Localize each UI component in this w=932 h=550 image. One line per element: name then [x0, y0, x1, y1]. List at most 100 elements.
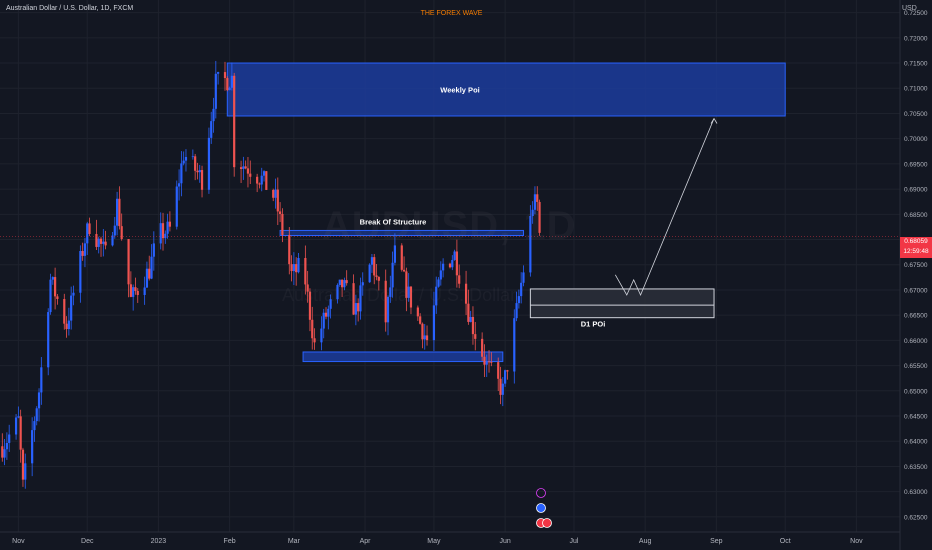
d1-poi-zone	[529, 288, 715, 319]
candle-body	[132, 287, 135, 297]
candle-body	[136, 290, 139, 295]
candle-body	[72, 292, 75, 296]
candle-body	[83, 243, 87, 256]
y-tick-label: 0.70000	[904, 136, 928, 143]
candle-body	[499, 378, 502, 395]
x-tick-label: Aug	[639, 538, 652, 545]
candle-body	[419, 316, 422, 324]
candle-body	[432, 305, 436, 341]
y-tick-label: 0.69000	[904, 187, 928, 194]
candle-body	[384, 280, 387, 323]
event-icon	[536, 503, 546, 513]
demand-zone	[302, 351, 504, 363]
candle-body	[244, 166, 247, 169]
y-tick-label: 0.63000	[904, 489, 928, 496]
candle-body	[228, 87, 231, 91]
candle-body	[95, 233, 98, 247]
candle-body	[391, 262, 394, 288]
candle-body	[40, 367, 43, 393]
candle-body	[389, 287, 392, 297]
candle-body	[513, 318, 516, 372]
weekly-poi-zone	[226, 62, 786, 117]
candle-body	[471, 316, 475, 335]
y-tick-label: 0.66500	[904, 313, 928, 320]
candle-body	[1, 446, 4, 458]
candle-body	[506, 370, 509, 372]
projection-path	[614, 118, 715, 296]
candle-body	[150, 256, 153, 279]
break-of-structure-zone	[279, 229, 524, 236]
candle-body	[448, 263, 452, 268]
candle-body	[86, 223, 89, 244]
candle-body	[196, 170, 199, 173]
candle-body	[402, 269, 406, 272]
candle-body	[416, 307, 419, 317]
y-tick-label: 0.69500	[904, 161, 928, 168]
x-tick-label: Dec	[81, 538, 94, 545]
candle-body	[536, 194, 539, 202]
candle-body	[104, 241, 107, 246]
watermark-name: Australian Dollar / U.S. Dollar	[282, 285, 517, 305]
candle-body	[501, 383, 504, 395]
candle-body	[375, 275, 378, 277]
candle-body	[531, 209, 534, 217]
candle-body	[260, 175, 263, 185]
candle-body	[483, 356, 486, 365]
candle-body	[134, 287, 137, 291]
candle-body	[439, 270, 442, 280]
candle-body	[442, 263, 445, 271]
candle-body	[182, 160, 185, 164]
y-tick-label: 0.62500	[904, 514, 928, 521]
candle-body	[214, 73, 217, 109]
candle-body	[31, 430, 34, 464]
candle-body	[345, 280, 348, 284]
x-tick-label: Sep	[710, 538, 723, 545]
candle-body	[148, 268, 151, 279]
candle-body	[127, 239, 130, 285]
candle-body	[425, 335, 429, 341]
candle-body	[166, 221, 169, 234]
candle-body	[67, 320, 70, 330]
candle-body	[88, 223, 91, 234]
candle-body	[210, 121, 213, 138]
candle-body	[469, 316, 472, 322]
candle-body	[281, 213, 284, 236]
candle-body	[63, 298, 66, 324]
candle-body	[102, 241, 105, 244]
candle-body	[354, 303, 357, 315]
candle-body	[393, 245, 396, 263]
currency-label: USD	[902, 5, 917, 12]
candle-body	[292, 264, 295, 272]
candle-body	[467, 303, 470, 322]
candle-body	[164, 233, 167, 239]
candle-body	[288, 235, 291, 265]
candle-body	[437, 279, 440, 287]
candle-body	[324, 312, 328, 317]
x-tick-label: Apr	[360, 538, 372, 545]
candle-body	[198, 170, 201, 173]
candle-body	[322, 312, 325, 329]
last-price-countdown: 12:59:48	[903, 248, 929, 255]
candle-body	[129, 284, 132, 297]
candle-body	[97, 238, 100, 247]
candle-body	[304, 257, 307, 285]
candle-body	[329, 299, 332, 309]
candle-body	[487, 361, 491, 363]
candle-body	[81, 250, 84, 256]
candle-body	[49, 279, 52, 313]
brand-title: THE FOREX WAVE	[420, 10, 483, 17]
candle-body	[194, 156, 197, 171]
candle-body	[400, 245, 403, 270]
candle-body	[481, 338, 484, 357]
x-tick-label: 2023	[151, 538, 167, 545]
candle-body	[464, 283, 468, 304]
candle-body	[265, 171, 268, 190]
projection-arrowhead	[710, 117, 718, 124]
x-tick-label: Nov	[12, 538, 25, 545]
candle-body	[118, 198, 121, 227]
y-tick-label: 0.67500	[904, 262, 928, 269]
candle-body	[529, 216, 532, 273]
candle-body	[239, 167, 243, 169]
candle-body	[338, 279, 341, 285]
